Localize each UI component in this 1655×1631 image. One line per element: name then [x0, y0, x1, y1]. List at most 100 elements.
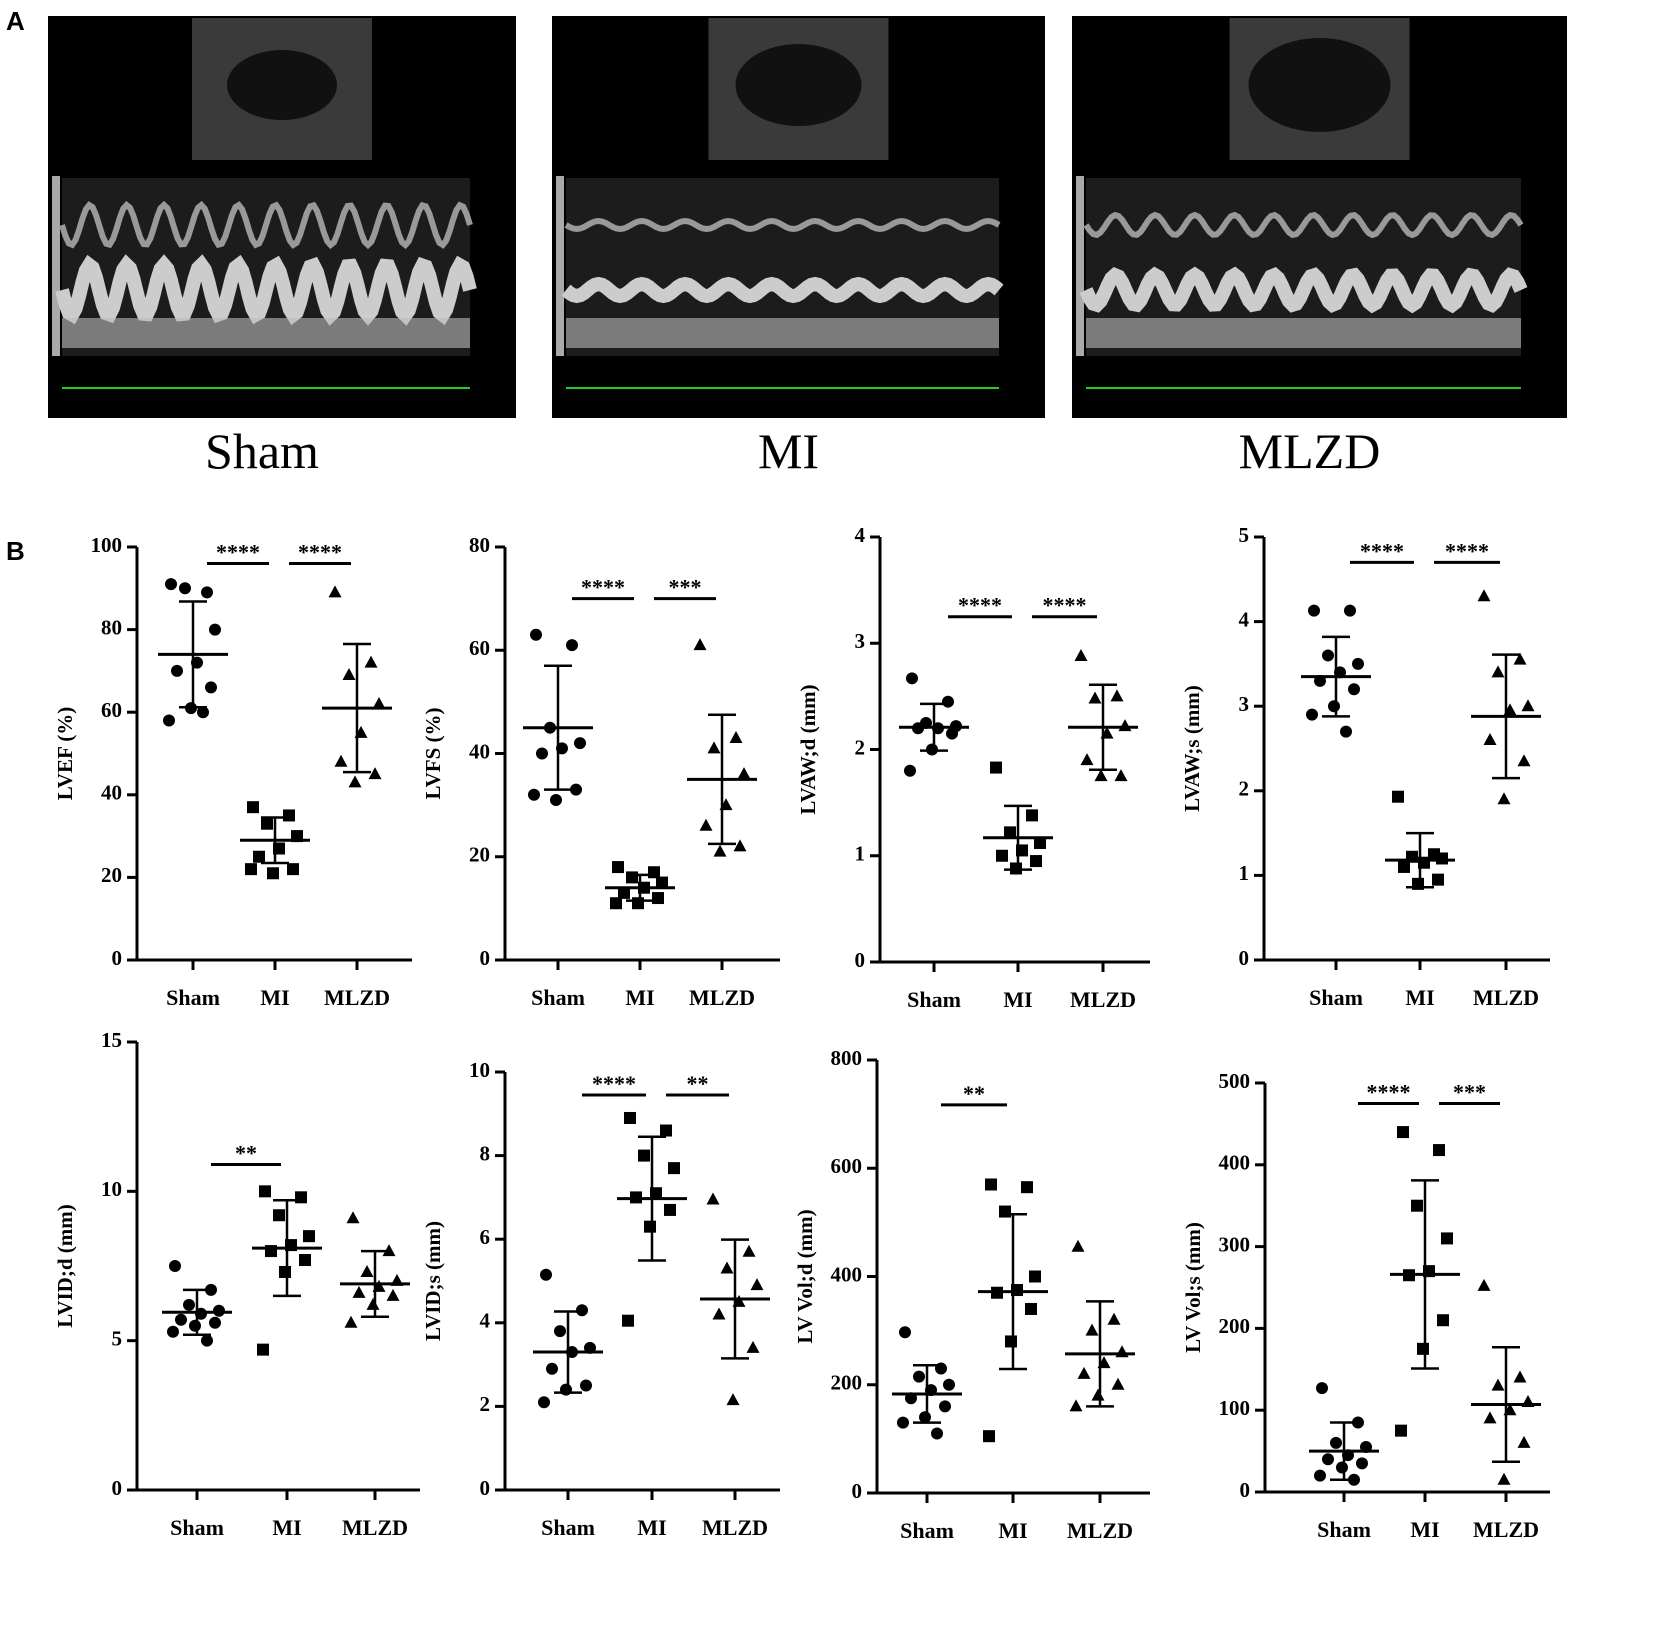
data-point	[943, 1378, 955, 1391]
y-tick-label: 4	[855, 523, 866, 547]
x-tick-label: MLZD	[1473, 985, 1539, 1010]
data-point	[1395, 1424, 1407, 1437]
data-point	[750, 1278, 764, 1291]
data-point	[209, 623, 221, 636]
sd-error-bar	[1492, 653, 1520, 780]
sd-error-bar	[1406, 831, 1434, 889]
data-point	[328, 585, 342, 598]
y-axis-label: LVID;d (mm)	[53, 1204, 77, 1327]
data-point	[540, 1268, 552, 1281]
data-point	[1521, 699, 1535, 712]
data-point	[1497, 1472, 1511, 1485]
y-tick-label: 5	[112, 1326, 123, 1350]
sd-error-bar	[554, 1310, 582, 1394]
wall-trace	[564, 217, 1001, 233]
data-point	[626, 871, 638, 884]
sd-error-bar	[1330, 1421, 1358, 1481]
data-point	[707, 741, 721, 754]
data-point	[1352, 657, 1364, 670]
sd-error-bar	[261, 816, 289, 865]
data-point	[1114, 769, 1128, 782]
ultrasound-image	[48, 16, 516, 418]
data-point	[1483, 1411, 1497, 1424]
y-tick-label: 800	[831, 1046, 863, 1070]
y-tick-label: 15	[101, 1028, 122, 1052]
x-tick-label: Sham	[1309, 985, 1363, 1010]
data-point	[737, 767, 751, 780]
data-point	[1316, 1382, 1328, 1395]
significance-label: **	[963, 1081, 985, 1106]
data-point	[1328, 700, 1340, 713]
data-point	[733, 839, 747, 852]
data-point	[530, 628, 542, 641]
b-mode-cavity	[227, 50, 337, 120]
data-point	[303, 1230, 315, 1243]
dot-plot: 0 200 400 600 800 LV Vol;d (mm) Sham MI MLZD **	[793, 1046, 1150, 1543]
y-tick-label: 40	[101, 781, 122, 805]
x-tick-label: MI	[625, 985, 654, 1010]
data-point	[1441, 1232, 1453, 1245]
significance-label: ****	[216, 540, 260, 565]
y-tick-label: 6	[480, 1225, 491, 1249]
data-point	[699, 818, 713, 831]
data-point	[1030, 855, 1042, 868]
y-tick-label: 60	[469, 636, 490, 660]
y-axis-label: LVID;s (mm)	[421, 1221, 445, 1341]
dot-plot: 0 100 200 300 400 500 LV Vol;s (mm) Sham MI MLZD *…	[1181, 1069, 1550, 1542]
data-point	[668, 1162, 680, 1175]
y-axis-label: LVEF (%)	[53, 707, 77, 801]
data-point	[1021, 1181, 1033, 1194]
data-point	[348, 775, 362, 788]
data-point	[201, 586, 213, 599]
y-tick-label: 0	[112, 946, 123, 970]
data-point	[1110, 689, 1124, 702]
data-point	[990, 761, 1002, 774]
significance-label: ***	[1453, 1079, 1486, 1104]
data-point	[1034, 837, 1046, 849]
y-tick-label: 300	[1219, 1232, 1251, 1256]
data-point	[165, 578, 177, 591]
data-point	[261, 817, 273, 830]
y-tick-label: 2	[480, 1392, 491, 1416]
data-point	[622, 1314, 634, 1327]
data-point	[372, 696, 386, 709]
data-point	[1074, 649, 1088, 661]
data-point	[1306, 708, 1318, 721]
y-tick-label: 1	[1239, 861, 1250, 885]
data-point	[746, 1340, 760, 1353]
sd-error-bar	[273, 1199, 301, 1298]
data-point	[344, 1315, 358, 1328]
y-tick-label: 2	[855, 735, 866, 759]
data-point	[1517, 754, 1531, 767]
x-tick-label: MLZD	[1473, 1517, 1539, 1542]
data-point	[713, 844, 727, 857]
data-point	[560, 1383, 572, 1396]
data-point	[1437, 1314, 1449, 1327]
data-point	[1111, 1377, 1125, 1390]
data-point	[1115, 1345, 1129, 1358]
data-point	[618, 886, 630, 899]
data-point	[1483, 733, 1497, 746]
data-point	[1314, 1469, 1326, 1482]
data-point	[1088, 691, 1102, 704]
scale-strip	[556, 176, 564, 356]
data-point	[287, 863, 299, 876]
data-point	[366, 1297, 380, 1310]
x-tick-label: MLZD	[324, 985, 390, 1010]
dot-plot: 0 20 40 60 80 100 LVEF (%) Sham MI MLZD **** ****	[53, 533, 412, 1010]
data-point	[267, 867, 279, 880]
data-point	[1392, 790, 1404, 803]
significance-label: ****	[298, 540, 342, 565]
significance-label: **	[687, 1071, 709, 1096]
data-point	[712, 1307, 726, 1320]
y-axis-label: LVFS (%)	[421, 708, 445, 800]
data-point	[1005, 1335, 1017, 1348]
x-tick-label: MLZD	[1070, 987, 1136, 1012]
data-point	[259, 1185, 271, 1198]
x-tick-label: MI	[998, 1518, 1027, 1543]
data-point	[939, 1400, 951, 1413]
data-point	[245, 863, 257, 876]
scale-strip	[1076, 176, 1084, 356]
y-tick-label: 200	[831, 1371, 863, 1395]
